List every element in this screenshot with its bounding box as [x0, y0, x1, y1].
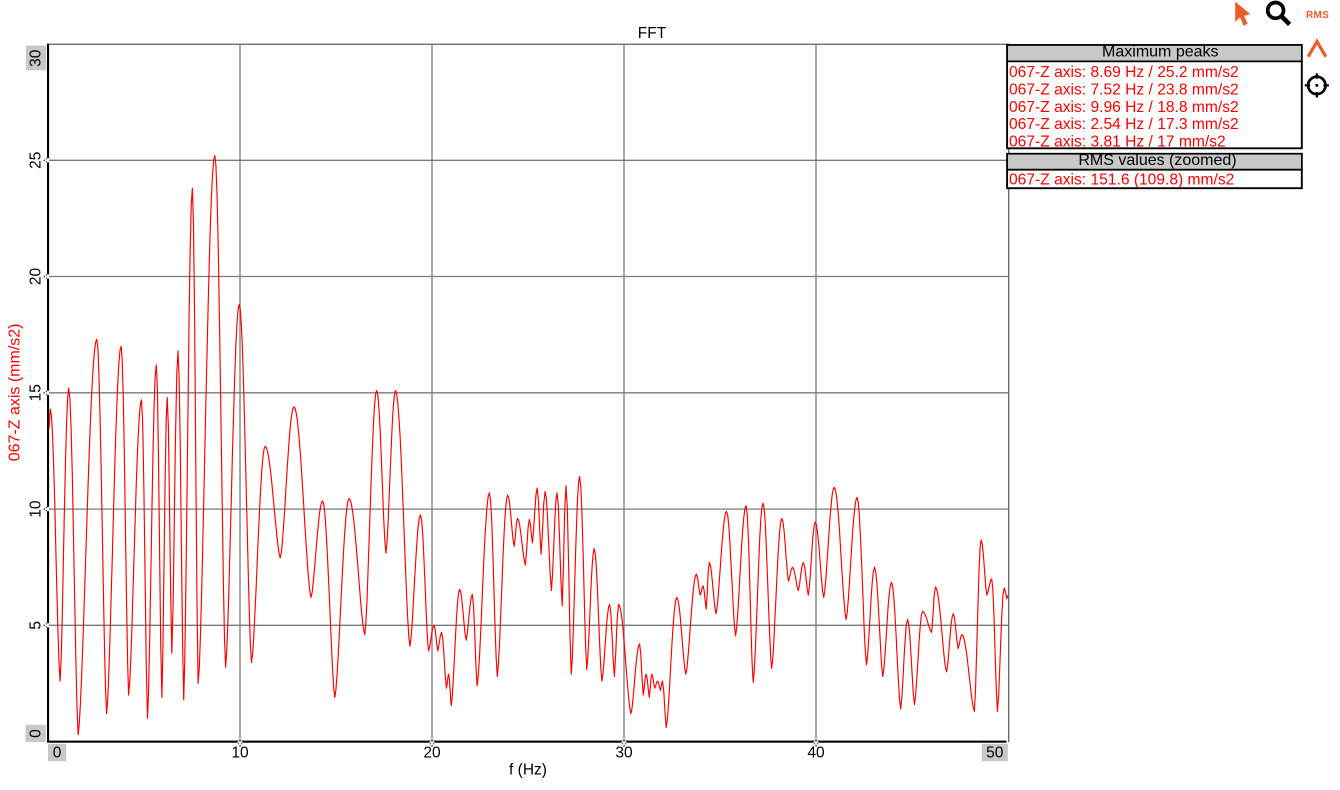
svg-text:50: 50: [986, 744, 1004, 761]
svg-text:067-Z axis: 2.54 Hz / 17.3 mm/: 067-Z axis: 2.54 Hz / 17.3 mm/s2: [1009, 116, 1239, 133]
svg-text:25: 25: [28, 152, 45, 169]
svg-text:067-Z axis: 3.81 Hz / 17 mm/s2: 067-Z axis: 3.81 Hz / 17 mm/s2: [1009, 133, 1226, 150]
svg-text:067-Z axis: 9.96 Hz / 18.8 mm/: 067-Z axis: 9.96 Hz / 18.8 mm/s2: [1009, 99, 1239, 116]
svg-text:Maximum peaks: Maximum peaks: [1102, 44, 1218, 61]
svg-text:f (Hz): f (Hz): [509, 762, 547, 779]
svg-text:RMS values (zoomed): RMS values (zoomed): [1078, 152, 1236, 169]
svg-text:10: 10: [28, 500, 45, 518]
svg-text:5: 5: [28, 621, 45, 630]
svg-text:30: 30: [28, 49, 45, 67]
svg-text:RMS: RMS: [1306, 10, 1329, 21]
svg-text:10: 10: [231, 744, 249, 761]
svg-text:40: 40: [807, 744, 825, 761]
svg-text:30: 30: [615, 744, 633, 761]
svg-text:067-Z axis: 151.6 (109.8) mm/s: 067-Z axis: 151.6 (109.8) mm/s2: [1009, 172, 1234, 189]
svg-text:20: 20: [423, 744, 441, 761]
svg-text:0: 0: [28, 729, 45, 738]
svg-text:067-Z axis: 8.69 Hz / 25.2 mm/: 067-Z axis: 8.69 Hz / 25.2 mm/s2: [1009, 64, 1239, 81]
svg-text:FFT: FFT: [638, 25, 667, 42]
svg-text:067-Z axis: 7.52 Hz / 23.8 mm/: 067-Z axis: 7.52 Hz / 23.8 mm/s2: [1009, 82, 1239, 99]
svg-text:15: 15: [28, 384, 45, 401]
svg-text:0: 0: [53, 744, 62, 761]
svg-text:20: 20: [28, 268, 45, 286]
svg-text:067-Z axis (mm/s2): 067-Z axis (mm/s2): [7, 324, 24, 462]
